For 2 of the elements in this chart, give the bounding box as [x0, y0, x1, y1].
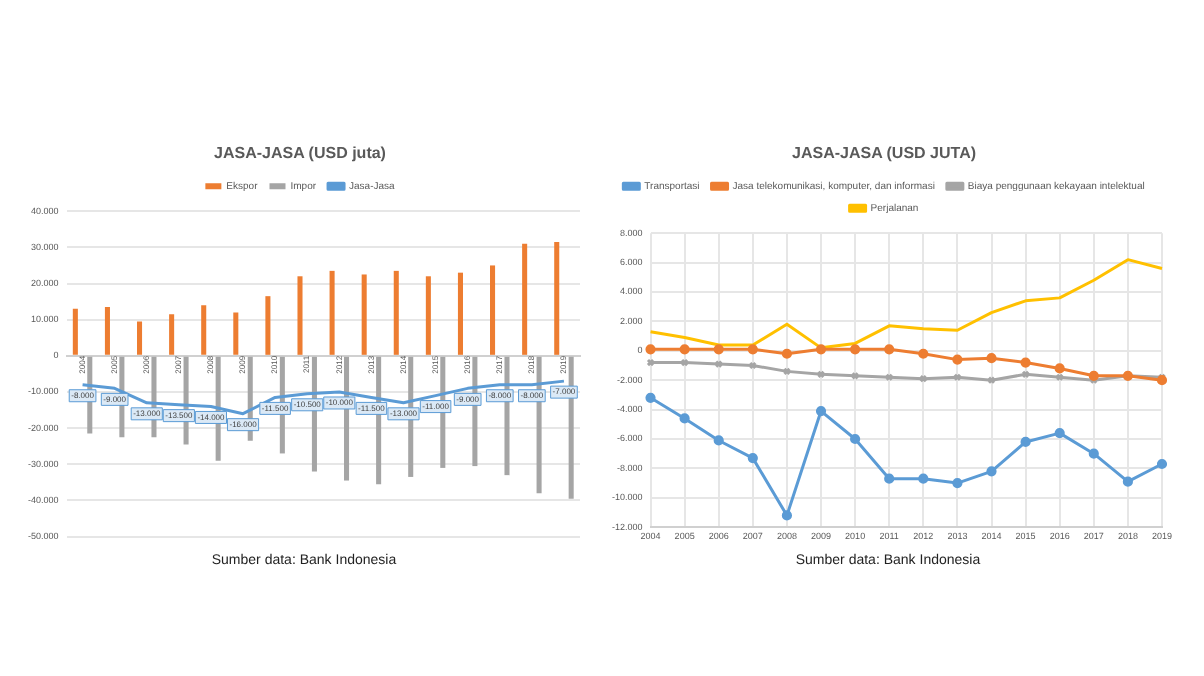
chart-title: JASA-JASA (USD juta) — [214, 144, 387, 163]
chart-title: JASA-JASA (USD JUTA) — [791, 144, 977, 163]
